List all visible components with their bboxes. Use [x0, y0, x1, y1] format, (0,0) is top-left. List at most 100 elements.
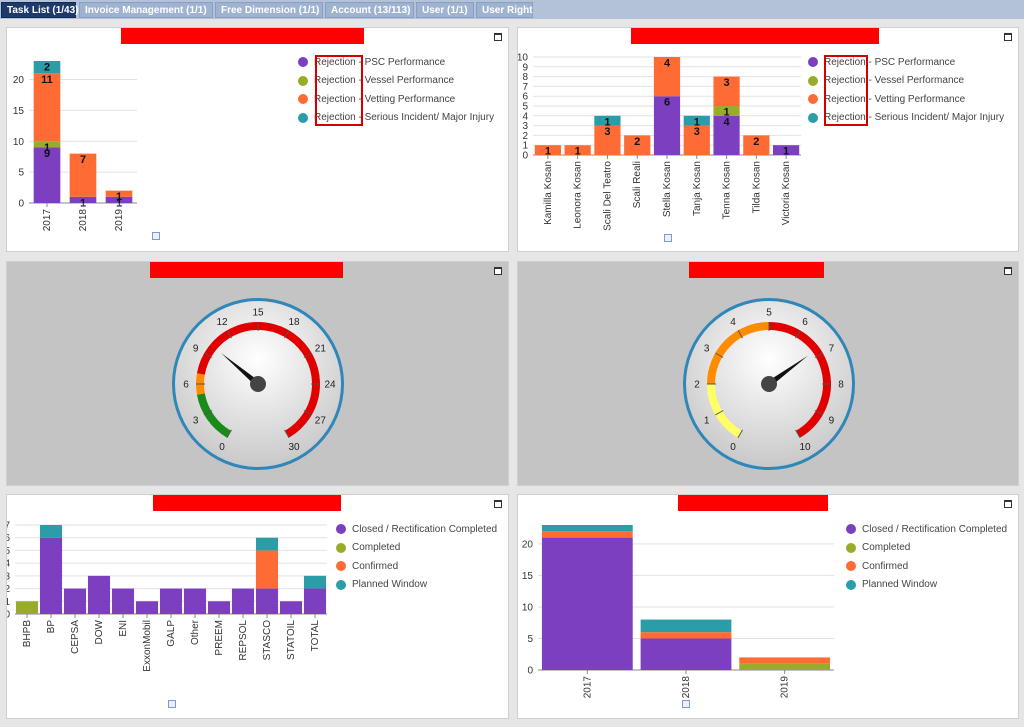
minimize-icon[interactable] — [1004, 267, 1012, 275]
bar-segment[interactable] — [640, 619, 732, 633]
bar-segment[interactable] — [303, 588, 327, 614]
pager-icon[interactable] — [168, 700, 176, 708]
minimize-icon[interactable] — [494, 267, 502, 275]
minimize-icon[interactable] — [494, 500, 502, 508]
gauge-tick — [204, 410, 213, 416]
legend-item[interactable]: Rejection - Vessel Performance — [298, 72, 494, 91]
bar-segment[interactable] — [713, 106, 740, 116]
bar-segment[interactable] — [683, 125, 710, 155]
bar-segment[interactable] — [255, 588, 279, 614]
legend-item[interactable]: Rejection - PSC Performance — [808, 53, 1004, 72]
bar-segment[interactable] — [534, 145, 561, 155]
tab-user-right[interactable]: User Right — [476, 2, 533, 18]
legend-item[interactable]: Closed / Rectification Completed — [336, 520, 497, 539]
tab-user[interactable]: User (1/1) — [416, 2, 474, 18]
bar-segment[interactable] — [33, 141, 61, 148]
legend-dot — [846, 524, 856, 535]
legend-item[interactable]: Completed — [336, 539, 497, 558]
tab-account[interactable]: Account (13/113) — [325, 2, 414, 18]
bar-segment[interactable] — [255, 550, 279, 589]
legend-item[interactable]: Rejection - Serious Incident/ Major Inju… — [808, 109, 1004, 128]
bar-segment[interactable] — [39, 537, 63, 614]
gauge-band — [196, 393, 232, 438]
bar-segment[interactable] — [39, 525, 63, 538]
panel-title-redacted — [631, 28, 879, 44]
bar-segment[interactable] — [594, 125, 621, 155]
x-tick-label: CEPSA — [70, 620, 81, 654]
bar-segment[interactable] — [111, 588, 135, 614]
bar-segment[interactable] — [159, 588, 183, 614]
bar-segment[interactable] — [564, 145, 591, 155]
legend-dot — [808, 75, 818, 86]
bar-segment[interactable] — [87, 575, 111, 614]
panel-title-redacted — [150, 262, 343, 278]
legend-item[interactable]: Rejection - Vetting Performance — [808, 90, 1004, 109]
bar-segment[interactable] — [713, 76, 740, 106]
gauge-tick-label: 8 — [838, 380, 844, 391]
legend-item[interactable]: Planned Window — [336, 576, 497, 595]
bar-segment[interactable] — [743, 135, 770, 155]
legend-label: Closed / Rectification Completed — [862, 523, 1008, 535]
bar-segment[interactable] — [541, 537, 633, 670]
legend-item[interactable]: Rejection - PSC Performance — [298, 53, 494, 72]
bar-segment[interactable] — [303, 575, 327, 589]
legend-item[interactable]: Rejection - Vessel Performance — [808, 72, 1004, 91]
bar-segment[interactable] — [541, 525, 633, 532]
bar-segment[interactable] — [640, 638, 732, 670]
legend-item[interactable]: Confirmed — [336, 557, 497, 576]
bar-segment[interactable] — [640, 632, 732, 639]
legend-item[interactable]: Rejection - Vetting Performance — [298, 90, 494, 109]
minimize-icon[interactable] — [1004, 500, 1012, 508]
bar-segment[interactable] — [739, 657, 831, 664]
gauge-tick — [737, 330, 743, 339]
bar-segment[interactable] — [15, 601, 39, 614]
bar-segment[interactable] — [69, 153, 97, 197]
legend-dot — [846, 579, 856, 590]
bar-segment[interactable] — [231, 588, 255, 614]
gauge-tick-label: 9 — [829, 416, 835, 427]
legend-item[interactable]: Rejection - Serious Incident/ Major Inju… — [298, 109, 494, 128]
pager-icon[interactable] — [152, 232, 160, 240]
bar-segment[interactable] — [255, 537, 279, 551]
panel-title-redacted — [678, 495, 828, 511]
bar-segment[interactable] — [653, 57, 681, 97]
bar-segment[interactable] — [33, 73, 61, 142]
pager-icon[interactable] — [664, 234, 672, 242]
minimize-icon[interactable] — [1004, 33, 1012, 41]
bar-segment[interactable] — [33, 147, 61, 203]
bar-segment[interactable] — [33, 61, 61, 74]
bar-segment[interactable] — [624, 135, 651, 155]
gauge-tick — [226, 429, 232, 438]
bar-segment[interactable] — [135, 601, 159, 614]
bar-segment[interactable] — [739, 663, 831, 670]
legend-item[interactable]: Completed — [846, 539, 1007, 558]
bar-segment[interactable] — [683, 115, 710, 126]
tab-task-list[interactable]: Task List (1/43) — [1, 2, 79, 18]
legend-item[interactable]: Confirmed — [846, 557, 1007, 576]
bar-segment[interactable] — [69, 196, 97, 203]
x-tick-label: Tanja Kosan — [692, 161, 703, 216]
tab-invoice-management[interactable]: Invoice Management (1/1) — [79, 2, 213, 18]
bar-segment[interactable] — [594, 115, 621, 126]
y-tick-label: 20 — [522, 539, 534, 550]
bar-segment[interactable] — [183, 588, 207, 614]
tab-free-dimension[interactable]: Free Dimension (1/1) — [215, 2, 323, 18]
bar-segment[interactable] — [105, 190, 133, 197]
bar-segment[interactable] — [773, 145, 800, 155]
gauge-tick-label: 18 — [288, 317, 300, 328]
pager-icon[interactable] — [682, 700, 690, 708]
legend-item[interactable]: Planned Window — [846, 576, 1007, 595]
bar-segment[interactable] — [713, 115, 740, 155]
data-label: 1 — [575, 146, 581, 158]
bar-segment[interactable] — [653, 96, 681, 155]
legend-item[interactable]: Closed / Rectification Completed — [846, 520, 1007, 539]
gauge-band — [707, 322, 770, 385]
minimize-icon[interactable] — [494, 33, 502, 41]
bar-segment[interactable] — [279, 601, 303, 614]
y-tick-label: 6 — [522, 92, 528, 103]
bar-segment[interactable] — [63, 588, 87, 614]
bar-segment[interactable] — [207, 601, 231, 614]
bar-segment[interactable] — [105, 196, 133, 203]
x-tick-label: ExxonMobil — [142, 620, 153, 672]
bar-segment[interactable] — [541, 531, 633, 538]
